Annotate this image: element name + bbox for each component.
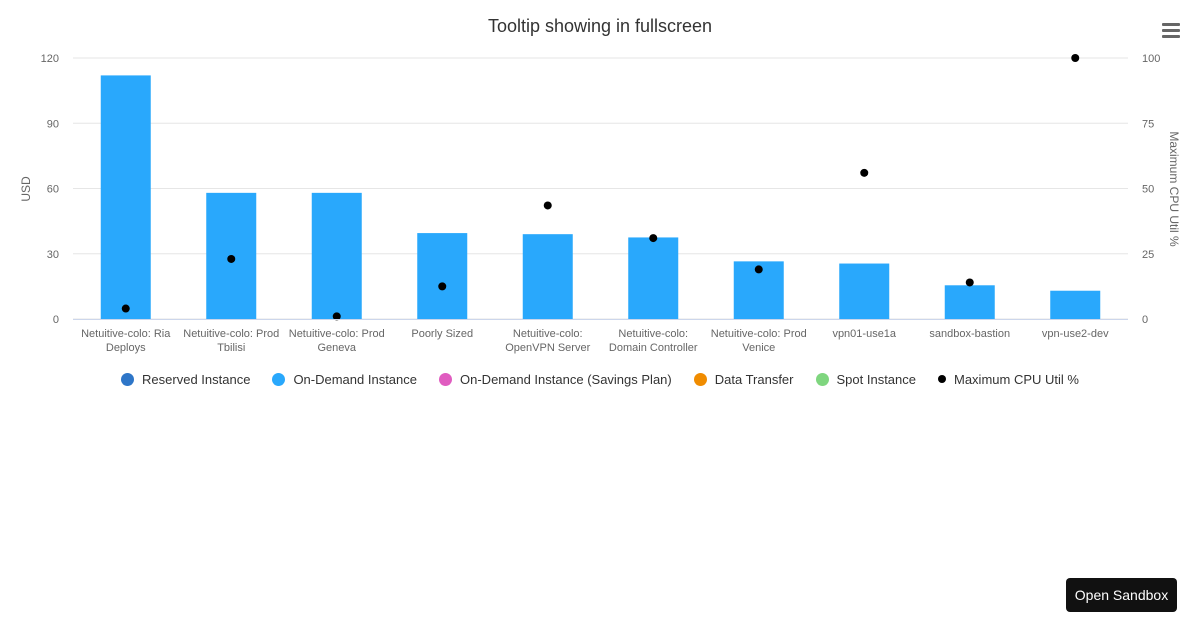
x-tick-label: Netuitive-colo: Prod Venice bbox=[711, 328, 807, 354]
legend-label: On-Demand Instance (Savings Plan) bbox=[460, 371, 672, 387]
bar-on-demand-instance[interactable] bbox=[628, 237, 679, 319]
x-tick-label: Netuitive-colo: Domain Controller bbox=[609, 328, 698, 354]
x-tick-label: Netuitive-colo: Prod Geneva bbox=[289, 328, 385, 354]
cpu-point[interactable] bbox=[965, 278, 974, 287]
legend-item[interactable]: On-Demand Instance (Savings Plan) bbox=[439, 372, 672, 387]
x-tick-label: Netuitive-colo: Prod Tbilisi bbox=[183, 328, 279, 354]
y-tick-label-right: 100 bbox=[1142, 53, 1160, 65]
legend-marker-icon bbox=[815, 372, 829, 386]
legend-item[interactable]: Maximum CPU Util % bbox=[938, 372, 1079, 387]
cpu-series bbox=[121, 54, 1080, 321]
bar-on-demand-instance[interactable] bbox=[311, 192, 362, 319]
cpu-point[interactable] bbox=[860, 168, 869, 177]
legend-marker-icon bbox=[272, 372, 286, 386]
open-sandbox-button[interactable]: Open Sandbox bbox=[1066, 578, 1177, 612]
legend-label: On-Demand Instance bbox=[293, 371, 418, 387]
legend-item[interactable]: On-Demand Instance bbox=[272, 372, 417, 387]
y-tick-label-left: 0 bbox=[53, 314, 59, 326]
legend-item[interactable]: Spot Instance bbox=[815, 371, 917, 387]
y-axis-title-right: Maximum CPU Util % bbox=[1167, 131, 1181, 247]
bar-on-demand-instance[interactable] bbox=[1050, 290, 1101, 319]
bar-on-demand-instance[interactable] bbox=[522, 234, 573, 319]
cpu-point[interactable] bbox=[227, 254, 236, 263]
y-tick-label-right: 75 bbox=[1142, 118, 1154, 130]
x-tick-label: vpn01-use1a bbox=[832, 328, 896, 340]
cpu-point[interactable] bbox=[543, 201, 552, 210]
legend-marker-icon bbox=[693, 372, 707, 386]
cpu-point[interactable] bbox=[438, 282, 447, 291]
y-tick-label-right: 50 bbox=[1142, 184, 1154, 196]
legend-label: Spot Instance bbox=[836, 371, 917, 387]
bar-on-demand-instance[interactable] bbox=[100, 75, 151, 320]
cpu-point[interactable] bbox=[649, 234, 658, 243]
legend-label: Reserved Instance bbox=[142, 371, 251, 387]
y-axis-title-left: USD bbox=[19, 176, 33, 202]
x-tick-label: sandbox-bastion bbox=[929, 328, 1010, 340]
hamburger-menu-icon bbox=[1162, 28, 1180, 32]
chart-menu-button[interactable] bbox=[1158, 18, 1184, 42]
legend-marker-icon bbox=[938, 375, 946, 383]
legend-label: Data Transfer bbox=[714, 371, 794, 387]
chart-legend: Reserved Instance On-Demand Instance On-De… bbox=[0, 368, 1200, 390]
axes: 0 30 60 90 120 0 25 50 75 100 Netuitive-colo: Ria D… bbox=[41, 53, 1161, 354]
cpu-point[interactable] bbox=[754, 265, 763, 274]
legend-marker-icon bbox=[439, 372, 453, 386]
legend-marker-icon bbox=[121, 372, 135, 386]
cpu-point[interactable] bbox=[332, 312, 341, 321]
cpu-point[interactable] bbox=[1071, 54, 1080, 62]
legend-item[interactable]: Reserved Instance bbox=[121, 372, 250, 387]
bar-series bbox=[100, 75, 1101, 320]
hamburger-menu-icon bbox=[1162, 34, 1180, 38]
x-tick-label: vpn-use2-dev bbox=[1042, 328, 1109, 340]
bar-on-demand-instance[interactable] bbox=[944, 285, 995, 319]
x-tick-label: Netuitive-colo: Ria Deploys bbox=[81, 328, 171, 354]
y-tick-label-right: 25 bbox=[1142, 249, 1154, 261]
y-tick-label-left: 60 bbox=[47, 184, 59, 196]
bar-on-demand-instance[interactable] bbox=[417, 233, 468, 319]
y-tick-label-left: 90 bbox=[47, 118, 59, 130]
y-tick-label-left: 30 bbox=[47, 249, 59, 261]
cpu-point[interactable] bbox=[121, 304, 130, 313]
legend-item[interactable]: Data Transfer bbox=[693, 371, 794, 387]
hamburger-menu-icon bbox=[1162, 22, 1180, 26]
y-tick-label-right: 0 bbox=[1142, 314, 1148, 326]
legend-label: Maximum CPU Util % bbox=[954, 371, 1079, 387]
x-tick-label: Netuitive-colo: OpenVPN Server bbox=[505, 328, 590, 354]
chart-title: Tooltip showing in fullscreen bbox=[488, 16, 712, 36]
x-tick-label: Poorly Sized bbox=[411, 328, 473, 340]
bar-on-demand-instance[interactable] bbox=[839, 263, 890, 319]
y-tick-label-left: 120 bbox=[41, 53, 59, 65]
